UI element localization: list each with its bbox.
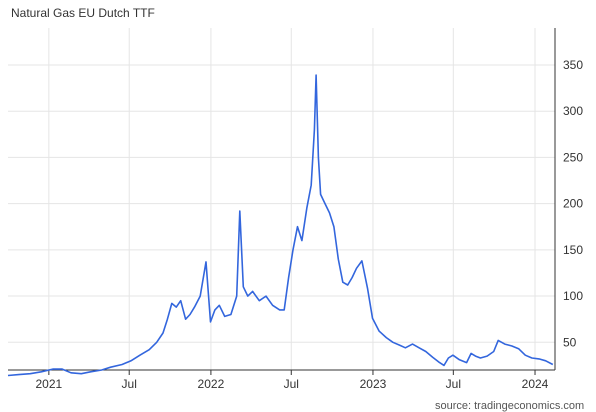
x-tick-label: Jul [122, 377, 137, 391]
x-tick-label: Jul [446, 377, 461, 391]
y-tick-label: 300 [563, 104, 583, 118]
x-tick-labels: 2021 Jul 2022 Jul 2023 Jul 2024 [35, 377, 548, 391]
y-tick-label: 200 [563, 197, 583, 211]
series-layer [7, 74, 554, 377]
y-tick-label: 50 [563, 335, 577, 349]
x-tick-label: Jul [284, 377, 299, 391]
y-tick-label: 250 [563, 150, 583, 164]
x-tick-label: 2022 [198, 377, 225, 391]
gridlines [8, 28, 555, 370]
x-tick-label: 2024 [522, 377, 549, 391]
y-tick-label: 350 [563, 58, 583, 72]
x-tick-label: 2023 [360, 377, 387, 391]
y-tick-label: 100 [563, 289, 583, 303]
y-tick-label: 150 [563, 243, 583, 257]
chart-title: Natural Gas EU Dutch TTF [11, 6, 155, 20]
series-line [7, 74, 554, 377]
axes [8, 28, 556, 375]
source-label: source: tradingeconomics.com [435, 400, 585, 412]
x-tick-label: 2021 [35, 377, 62, 391]
y-tick-labels: 50 100 150 200 250 300 350 [563, 58, 583, 349]
